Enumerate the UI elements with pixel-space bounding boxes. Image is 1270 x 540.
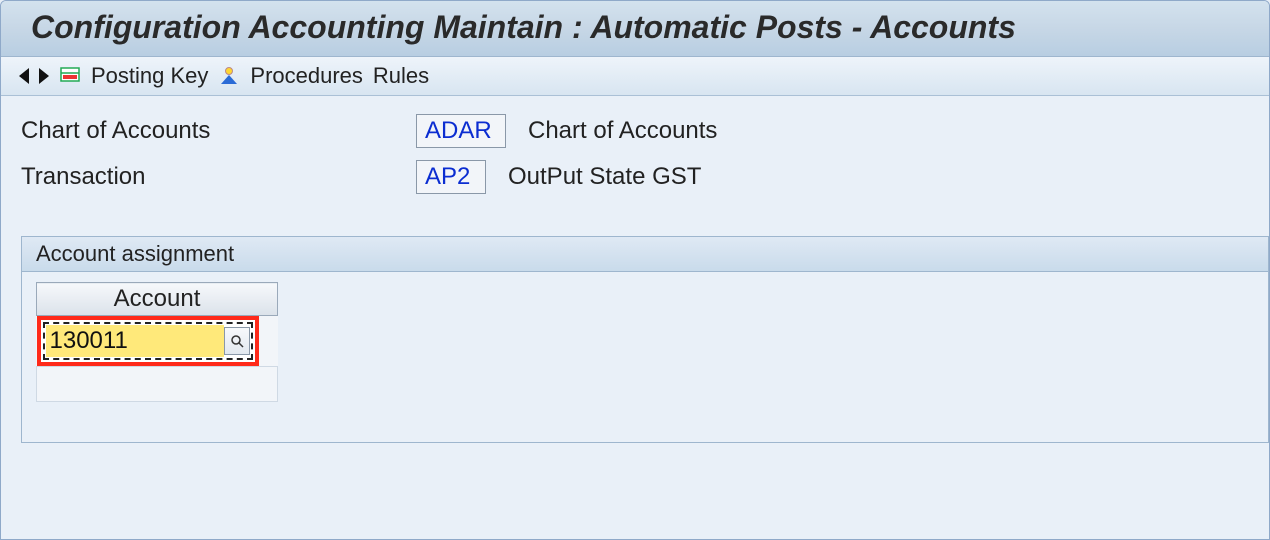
column-header-account[interactable]: Account	[37, 283, 278, 316]
procedures-icon[interactable]	[218, 65, 240, 87]
search-help-button[interactable]	[224, 327, 250, 355]
search-icon	[230, 334, 244, 348]
focused-cell-highlight	[37, 316, 259, 366]
transaction-row: Transaction AP2 OutPut State GST	[21, 160, 1269, 194]
empty-cell[interactable]	[37, 367, 278, 402]
page-title: Configuration Accounting Maintain : Auto…	[31, 9, 1016, 45]
chart-of-accounts-desc: Chart of Accounts	[528, 117, 717, 145]
transaction-label: Transaction	[21, 163, 416, 191]
nav-forward-icon[interactable]	[39, 68, 49, 84]
nav-back-icon[interactable]	[19, 68, 29, 84]
window: Configuration Accounting Maintain : Auto…	[0, 0, 1270, 540]
transaction-code: AP2	[416, 160, 486, 194]
procedures-button[interactable]: Procedures	[250, 63, 363, 89]
title-bar: Configuration Accounting Maintain : Auto…	[1, 1, 1269, 57]
posting-key-button[interactable]: Posting Key	[91, 63, 208, 89]
panel-title: Account assignment	[22, 237, 1268, 272]
chart-of-accounts-row: Chart of Accounts ADAR Chart of Accounts	[21, 114, 1269, 148]
chart-of-accounts-label: Chart of Accounts	[21, 117, 416, 145]
toolbar: Posting Key Procedures Rules	[1, 57, 1269, 96]
focused-cell-border	[43, 322, 253, 360]
rules-button[interactable]: Rules	[373, 63, 429, 89]
grid-wrapper: Account	[22, 272, 1268, 442]
content-area: Chart of Accounts ADAR Chart of Accounts…	[1, 96, 1269, 443]
table-row	[37, 367, 278, 402]
chart-of-accounts-code: ADAR	[416, 114, 506, 148]
transaction-desc: OutPut State GST	[508, 163, 701, 191]
posting-key-icon[interactable]	[59, 65, 81, 87]
table-row	[37, 316, 278, 367]
account-grid: Account	[36, 282, 278, 402]
account-input[interactable]	[46, 325, 224, 357]
account-assignment-panel: Account assignment Account	[21, 236, 1269, 443]
